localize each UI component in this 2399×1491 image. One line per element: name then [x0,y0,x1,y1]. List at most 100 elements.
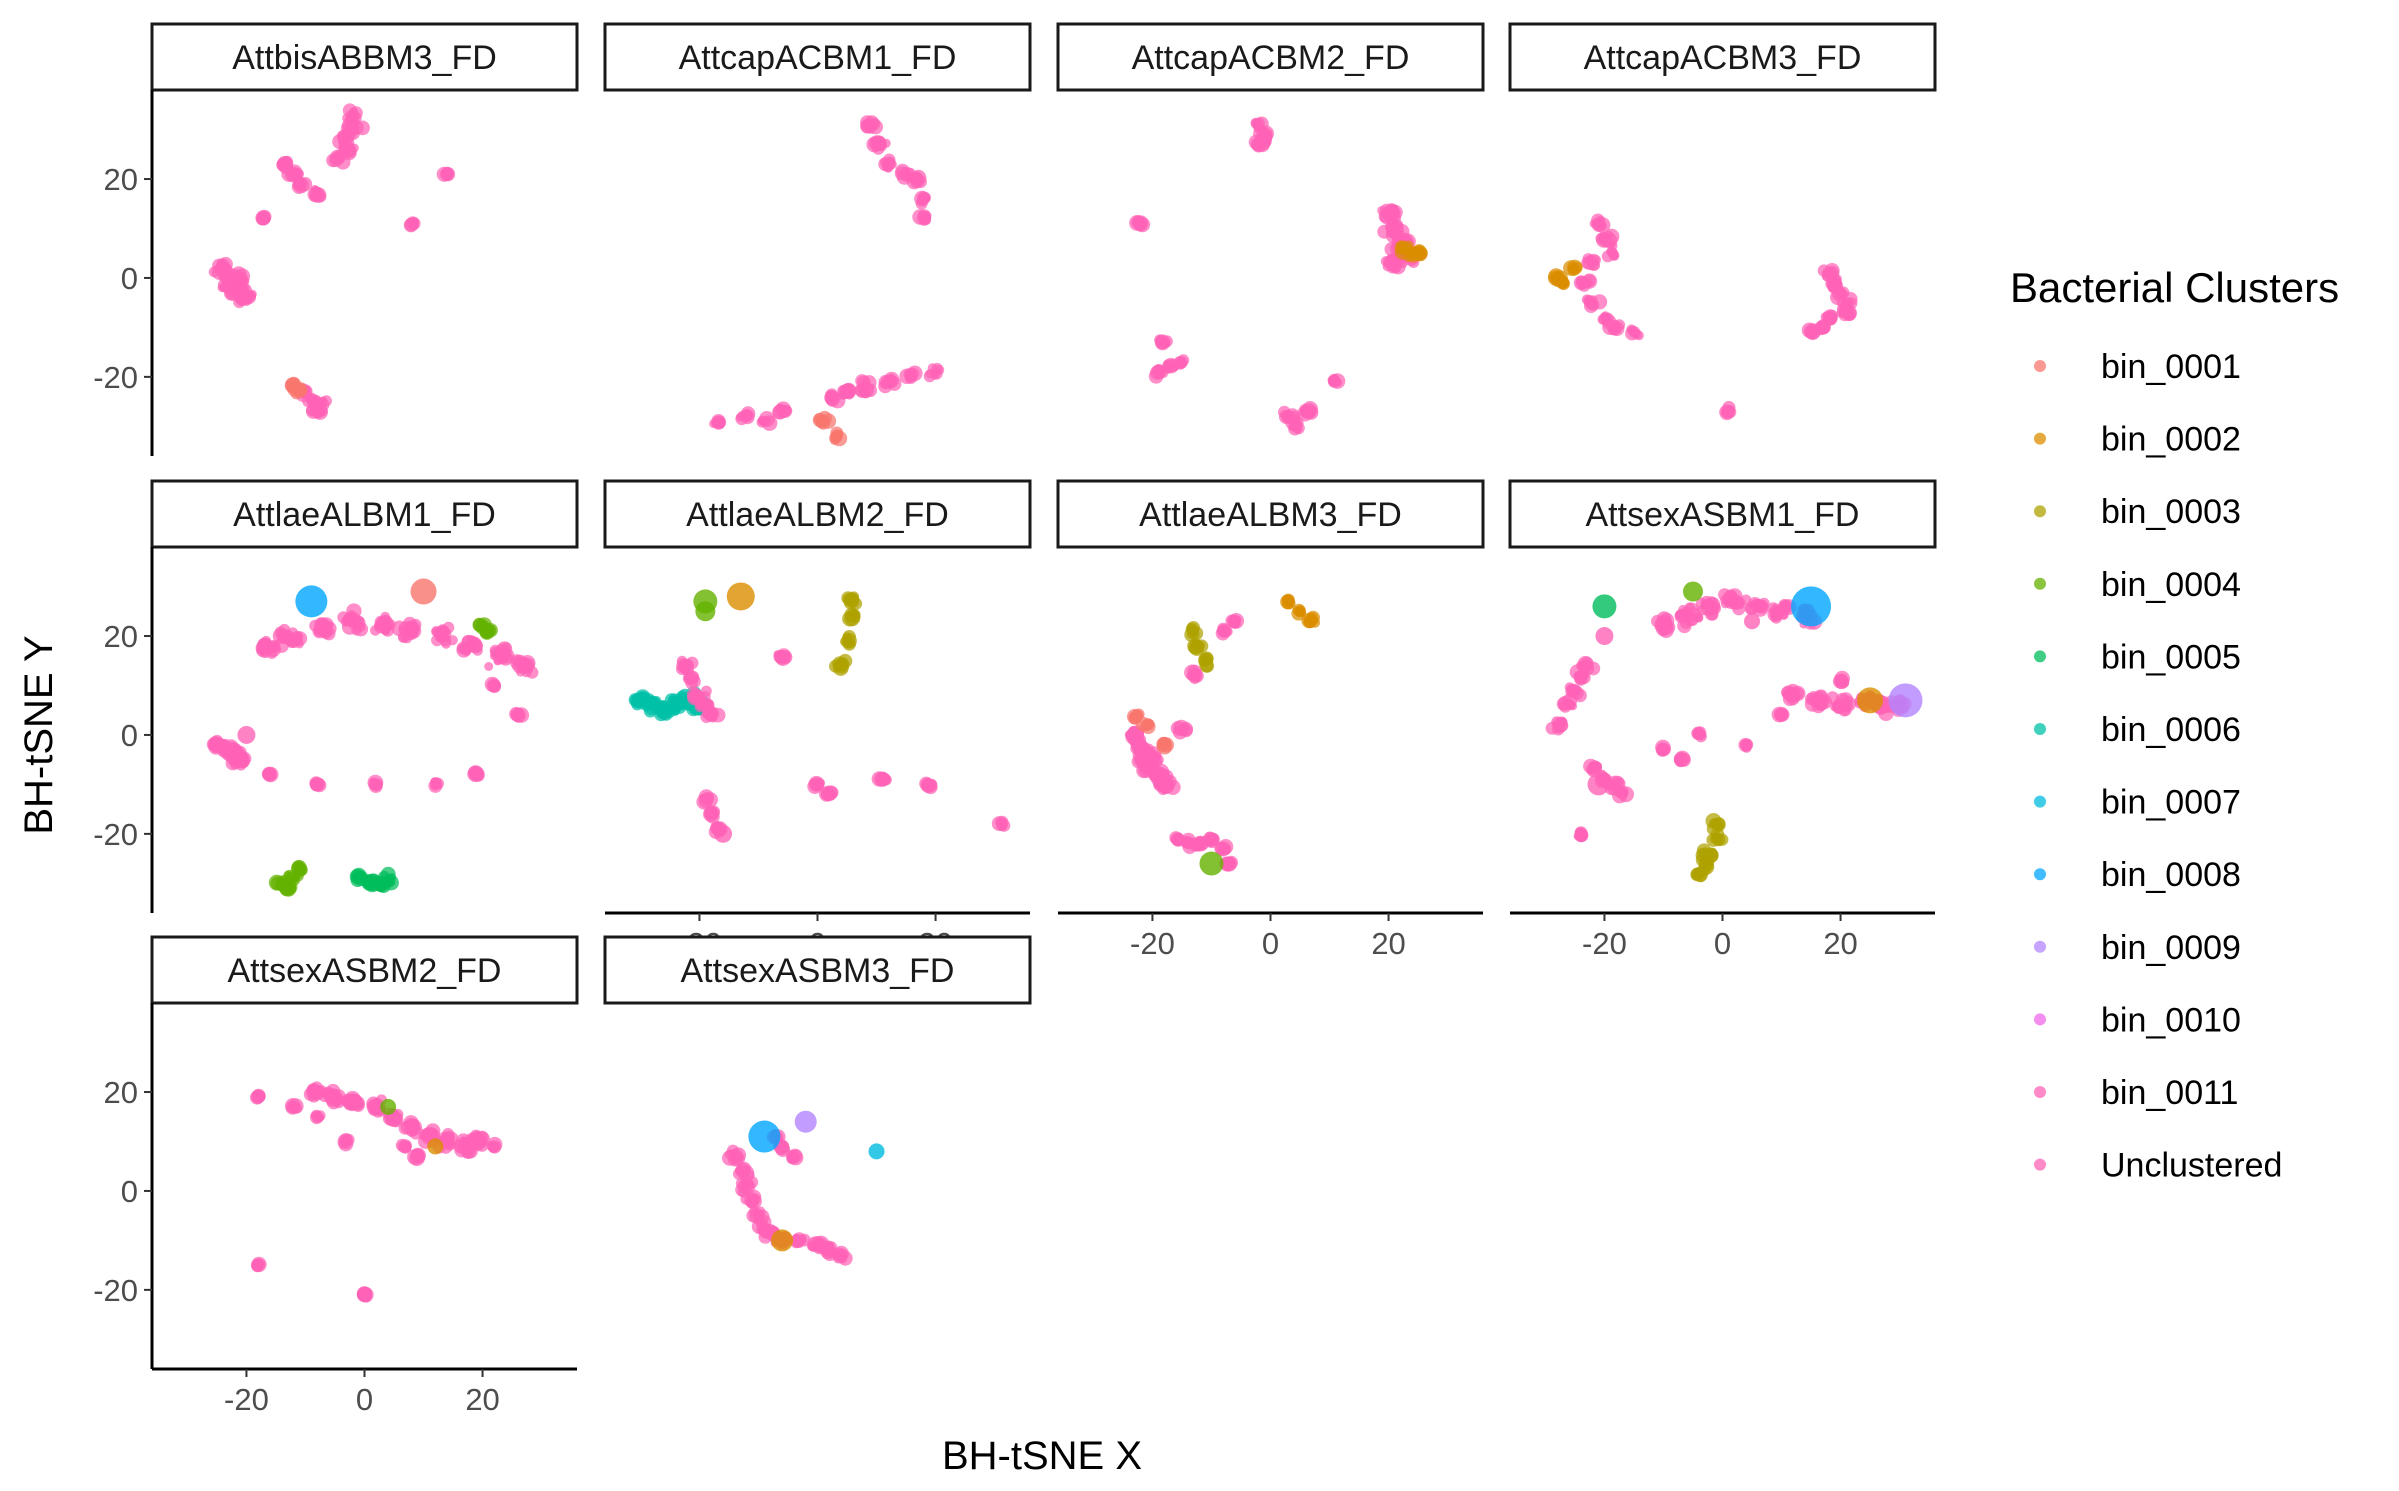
data-point-unclustered [488,1140,502,1154]
y-tick-label: -20 [93,360,138,395]
facet-strip [150,22,579,92]
data-point-bin_0003 [840,636,850,647]
points [208,103,456,420]
legend-key [2034,940,2046,953]
data-point-unclustered [520,662,530,672]
data-point-unclustered [710,707,726,723]
data-point-bin_0003 [1195,641,1205,652]
data-point-unclustered [329,153,343,167]
facet-strip [1056,22,1485,92]
data-point-unclustered [511,710,522,721]
data-point-unclustered [758,1230,773,1244]
data-point-unclustered [430,778,442,790]
data-point-unclustered [1758,597,1770,609]
highlight-point-bin_0002 [1857,687,1884,714]
legend-key [2034,1158,2046,1171]
data-point-bin_0003 [1699,850,1714,865]
legend-label: bin_0009 [2101,929,2241,967]
data-point-unclustered [1329,374,1340,385]
facet-strip-label: AttlaeALBM2_FD [686,496,949,534]
data-point-unclustered [1834,670,1850,687]
data-point-bin_0005 [387,873,397,882]
data-point-bin_0005 [351,870,363,882]
data-point-unclustered [1617,789,1627,800]
data-point-bin_0003 [1185,622,1199,636]
panel-attcapacbm3_fd: AttcapACBM3_FD [1508,22,1937,421]
data-point-unclustered [899,368,915,385]
data-point-bin_0003 [1706,833,1721,847]
data-point-unclustered [1595,215,1605,225]
x-tick-label: 20 [465,1382,499,1417]
legend-item-bin_0003: bin_0003 [2034,493,2241,531]
data-point-unclustered [274,626,287,639]
highlight-point-unclustered [1595,627,1614,646]
data-point-unclustered [440,166,454,181]
data-point-unclustered [287,164,303,179]
data-point-unclustered [879,157,889,166]
data-point-unclustered [216,742,227,753]
legend-key [2034,1086,2046,1098]
points [250,1081,503,1303]
data-point-unclustered [225,749,236,760]
highlight-point-bin_0002 [726,582,755,611]
data-point-unclustered [1722,590,1738,606]
data-point-unclustered [306,1084,322,1100]
legend-label: bin_0004 [2101,566,2241,604]
highlight-point-unclustered [237,725,256,744]
data-point-unclustered [369,777,378,786]
data-point-unclustered [1250,117,1261,129]
data-point-unclustered [887,374,896,383]
highlight-point-bin_0004 [1682,581,1703,602]
data-point-unclustered [1566,685,1579,698]
highlight-point-bin_0002 [771,1229,794,1252]
legend-item-bin_0005: bin_0005 [2034,638,2241,676]
data-point-unclustered [728,1149,738,1159]
data-point-unclustered [490,646,501,658]
data-point-unclustered [823,1240,835,1252]
legend-label: bin_0003 [2101,493,2241,531]
data-point-unclustered [1740,739,1752,751]
data-point-bin_0002 [1297,607,1307,617]
facet-strip-label: AttsexASBM2_FD [228,952,502,990]
data-point-unclustered [1222,626,1233,637]
panel-attsexasbm2_fd: AttsexASBM2_FD -20 0 20 -20 0 20 [93,935,579,1417]
legend-key [2034,868,2046,881]
legend: Bacterial Clusters bin_0001 bin_0002 bin_0… [2010,264,2339,1185]
points [722,1110,885,1266]
data-point-unclustered [1130,739,1142,751]
data-point-bin_0006 [644,699,654,709]
data-point-bin_0005 [361,875,378,891]
data-point-unclustered [357,1288,369,1300]
facet-strip-label: AttlaeALBM1_FD [233,496,496,534]
data-point-unclustered [490,680,501,692]
legend-item-bin_0004: bin_0004 [2034,566,2241,604]
highlight-point-bin_0001 [410,578,437,605]
panel-attcapacbm1_fd: AttcapACBM1_FD [603,22,1032,447]
data-point-unclustered [401,632,413,644]
facet-strip-label: AttlaeALBM3_FD [1139,496,1402,534]
data-point-unclustered [437,625,450,639]
data-point-unclustered [472,645,483,656]
facet-strip [603,22,1032,92]
data-point-bin_0003 [1706,821,1721,836]
data-point-unclustered [346,603,362,619]
data-point-unclustered [458,643,471,655]
data-point-unclustered [1149,751,1161,763]
legend-item-bin_0002: bin_0002 [2034,421,2241,459]
highlight-point-bin_0004 [1199,851,1224,876]
data-point-unclustered [469,766,485,782]
data-point-bin_0003 [834,658,846,670]
highlight-point-unclustered [1587,773,1610,796]
data-point-unclustered [1169,831,1183,845]
data-point-unclustered [1285,414,1301,431]
data-point-unclustered [351,1099,365,1112]
data-point-unclustered [1826,691,1840,705]
points [1547,213,1858,421]
data-point-unclustered [1178,726,1188,736]
data-point-unclustered [1205,835,1216,846]
data-point-unclustered [1601,250,1614,263]
data-point-unclustered [321,623,331,633]
y-tick-label: -20 [93,1273,138,1308]
data-point-unclustered [1587,299,1600,311]
points [1129,116,1428,436]
